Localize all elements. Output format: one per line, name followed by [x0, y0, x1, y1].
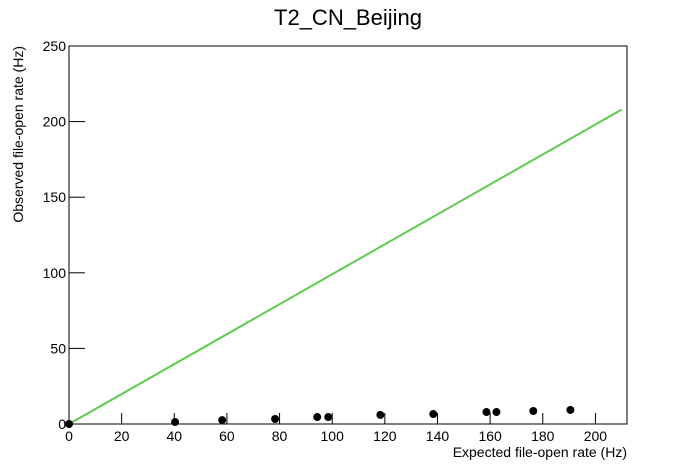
x-tick-label: 140	[426, 428, 450, 444]
data-point	[429, 410, 438, 419]
x-tick-label: 20	[114, 428, 130, 444]
y-tick-label: 200	[43, 114, 67, 130]
x-tick-label: 0	[65, 428, 73, 444]
data-point	[492, 408, 501, 417]
data-point	[313, 413, 322, 422]
x-tick-label: 60	[219, 428, 235, 444]
x-axis-label: Expected file-open rate (Hz)	[453, 444, 627, 460]
chart-title: T2_CN_Beijing	[274, 5, 422, 30]
data-point	[324, 413, 333, 422]
x-tick-label: 80	[272, 428, 288, 444]
x-tick-label: 100	[321, 428, 345, 444]
data-point	[482, 408, 491, 417]
x-tick-label: 180	[531, 428, 555, 444]
y-tick-label: 150	[43, 189, 67, 205]
plot-frame	[68, 45, 628, 425]
y-tick-label: 50	[50, 340, 66, 356]
y-tick-label: 0	[58, 416, 66, 432]
data-point	[218, 416, 227, 425]
data-point	[65, 420, 73, 428]
data-point	[171, 418, 180, 427]
x-tick-label: 160	[478, 428, 502, 444]
y-tick-label: 100	[43, 265, 67, 281]
data-point	[376, 410, 385, 419]
reference-line	[68, 108, 623, 425]
x-tick-label: 200	[584, 428, 608, 444]
data-point	[566, 405, 575, 414]
x-tick-label: 120	[373, 428, 397, 444]
data-point	[529, 406, 538, 415]
x-tick-label: 40	[166, 428, 182, 444]
data-point	[271, 415, 280, 424]
y-tick-label: 250	[43, 38, 67, 54]
y-axis-label: Observed file-open rate (Hz)	[10, 46, 26, 223]
